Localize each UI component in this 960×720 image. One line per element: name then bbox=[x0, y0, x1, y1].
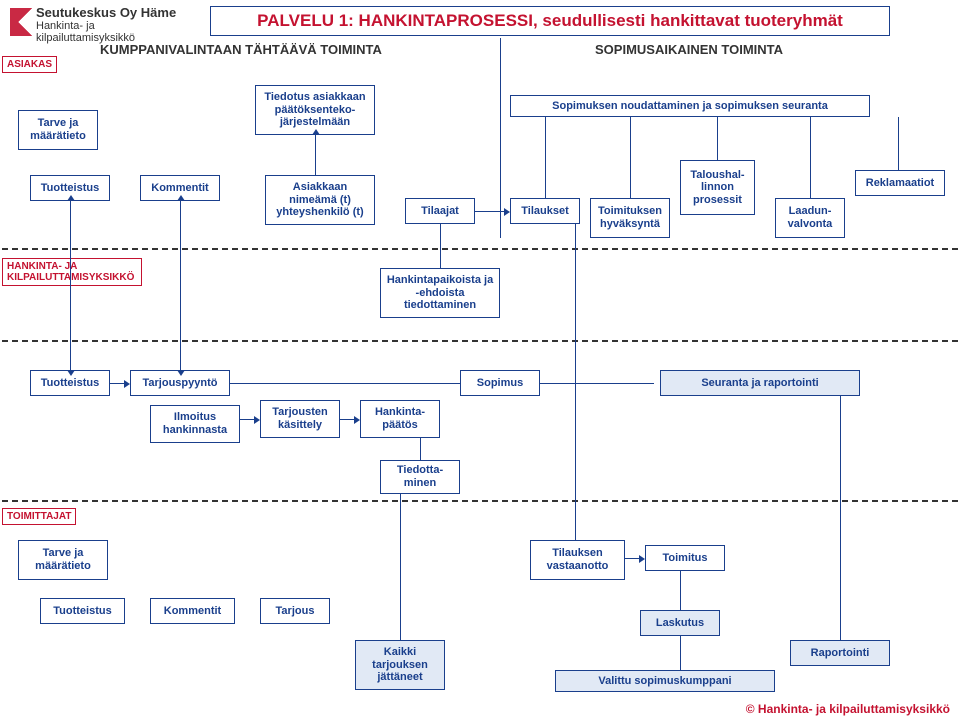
v-raport bbox=[840, 396, 841, 640]
node-tiedottaminen: Tiedotta-minen bbox=[380, 460, 460, 494]
h3-5 bbox=[340, 419, 354, 420]
v-s1 bbox=[545, 117, 546, 198]
v-komm bbox=[180, 201, 181, 370]
org-text: Seutukeskus Oy Häme Hankinta- ja kilpail… bbox=[36, 6, 176, 44]
node-sopimus: Sopimus bbox=[460, 370, 540, 396]
dash-3 bbox=[2, 500, 958, 502]
node-tarjousten: Tarjousten käsittely bbox=[260, 400, 340, 438]
node-kommentit-4: Kommentit bbox=[150, 598, 235, 624]
logo-icon bbox=[10, 8, 32, 36]
node-hankintapaatos: Hankinta-päätös bbox=[360, 400, 440, 438]
node-tilaukset: Tilaukset bbox=[510, 198, 580, 224]
node-raportointi: Raportointi bbox=[790, 640, 890, 666]
node-asiakkaan-nimeama: Asiakkaan nimeämä (t) yhteyshenkilö (t) bbox=[265, 175, 375, 225]
page-title: PALVELU 1: HANKINTAPROSESSI, seudullises… bbox=[210, 6, 890, 36]
node-laskutus: Laskutus bbox=[640, 610, 720, 636]
v-tilauksen bbox=[575, 224, 576, 540]
phase-divider bbox=[500, 38, 501, 238]
node-toimituksen: Toimituksen hyväksyntä bbox=[590, 198, 670, 238]
node-kaikki: Kaikki tarjouksen jättäneet bbox=[355, 640, 445, 690]
node-tiedotus-asiakkaan: Tiedotus asiakkaan päätöksenteko-järjest… bbox=[255, 85, 375, 135]
phase-left: KUMPPANIVALINTAAN TÄHTÄÄVÄ TOIMINTA bbox=[100, 42, 382, 57]
v-valittu bbox=[680, 636, 681, 670]
v-laskutus bbox=[680, 571, 681, 610]
h3-1 bbox=[110, 383, 124, 384]
lane-asiakas: ASIAKAS bbox=[2, 56, 57, 73]
v-tilaajat-down bbox=[440, 224, 441, 268]
v-tiedotus bbox=[315, 135, 316, 175]
node-taloushallinnon: Taloushal-linnon prosessit bbox=[680, 160, 755, 215]
v-tuot bbox=[70, 201, 71, 370]
node-tarjous: Tarjous bbox=[260, 598, 330, 624]
dash-2 bbox=[2, 340, 958, 342]
node-tilaajat: Tilaajat bbox=[405, 198, 475, 224]
v-s2 bbox=[630, 117, 631, 198]
dash-1 bbox=[2, 248, 958, 250]
node-sopimuksen-seuranta: Sopimuksen noudattaminen ja sopimuksen s… bbox=[510, 95, 870, 117]
h3-2 bbox=[230, 383, 460, 384]
node-reklamaatiot: Reklamaatiot bbox=[855, 170, 945, 196]
phase-right: SOPIMUSAIKAINEN TOIMINTA bbox=[595, 42, 783, 57]
node-tuotteistus-4: Tuotteistus bbox=[40, 598, 125, 624]
node-valittu: Valittu sopimuskumppani bbox=[555, 670, 775, 692]
node-tarve-4: Tarve ja määrätieto bbox=[18, 540, 108, 580]
node-laadunvalvonta: Laadun-valvonta bbox=[775, 198, 845, 238]
node-seuranta: Seuranta ja raportointi bbox=[660, 370, 860, 396]
v-s3 bbox=[717, 117, 718, 160]
h3-3 bbox=[540, 383, 654, 384]
lane-hankinta: HANKINTA- JA KILPAILUTTAMISYKSIKKÖ bbox=[2, 258, 142, 286]
org-name: Seutukeskus Oy Häme bbox=[36, 6, 176, 20]
footer-copyright: © Hankinta- ja kilpailuttamisyksikkö bbox=[746, 702, 950, 716]
lane-toimittajat: TOIMITTAJAT bbox=[2, 508, 76, 525]
h4-1 bbox=[625, 558, 639, 559]
h3-4 bbox=[240, 419, 254, 420]
node-ilmoitus: Ilmoitus hankinnasta bbox=[150, 405, 240, 443]
org-sub1: Hankinta- ja bbox=[36, 20, 176, 32]
v-tiedot bbox=[420, 438, 421, 460]
arr-tilaajat-tilaukset bbox=[475, 211, 504, 212]
org-header: Seutukeskus Oy Häme Hankinta- ja kilpail… bbox=[10, 6, 176, 44]
node-tarve: Tarve ja määrätieto bbox=[18, 110, 98, 150]
node-toimitus: Toimitus bbox=[645, 545, 725, 571]
node-tilauksen-vastaanotto: Tilauksen vastaanotto bbox=[530, 540, 625, 580]
v-kaikki bbox=[400, 494, 401, 640]
node-hankintapaikoista: Hankintapaikoista ja -ehdoista tiedottam… bbox=[380, 268, 500, 318]
v-s5 bbox=[898, 117, 899, 170]
v-s4 bbox=[810, 117, 811, 198]
